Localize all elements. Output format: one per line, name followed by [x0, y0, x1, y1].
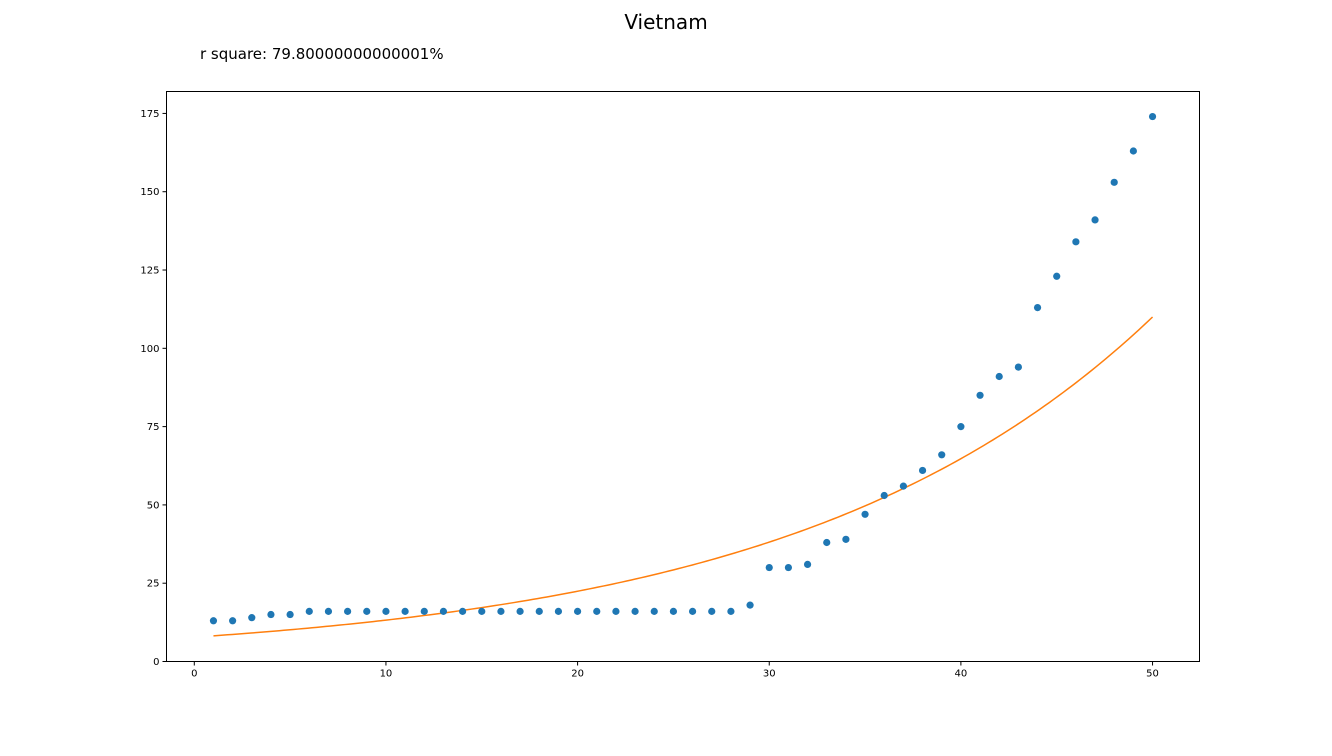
scatter-point — [957, 423, 965, 431]
x-tick-label: 0 — [191, 669, 197, 680]
chart-title: Vietnam — [624, 10, 708, 34]
scatter-point — [573, 607, 582, 615]
scatter-point — [823, 538, 831, 547]
scatter-point — [554, 607, 563, 615]
scatter-point — [727, 607, 735, 615]
scatter-point — [305, 607, 313, 615]
scatter-point — [1148, 112, 1157, 121]
scatter-point — [267, 610, 275, 619]
r-square-annotation: r square: 79.80000000000001% — [200, 45, 444, 63]
plot-frame — [166, 91, 1200, 662]
scatter-point — [688, 607, 697, 615]
scatter-point — [612, 607, 620, 615]
scatter-point — [842, 535, 850, 543]
scatter-point — [976, 391, 984, 399]
scatter-point — [995, 372, 1003, 381]
y-tick-label: 0 — [153, 657, 159, 668]
scatter-point — [765, 563, 773, 572]
scatter-point — [344, 607, 352, 615]
x-tick-label: 20 — [571, 669, 584, 680]
scatter-point — [784, 563, 793, 572]
scatter-point — [363, 607, 371, 615]
scatter-point — [708, 607, 716, 615]
scatter-point — [382, 607, 390, 615]
scatter-point — [918, 466, 927, 475]
scatter-point — [248, 614, 256, 622]
scatter-point — [669, 607, 678, 615]
x-tick-label: 10 — [380, 669, 393, 680]
scatter-point — [1014, 363, 1022, 371]
scatter-point — [420, 607, 428, 615]
fit-curve — [213, 316, 1154, 637]
scatter-point — [1072, 238, 1080, 246]
scatter-point — [516, 607, 524, 615]
x-tick-label: 30 — [763, 669, 776, 680]
scatter-point — [593, 607, 601, 615]
scatter-point — [497, 607, 505, 615]
scatter-point — [803, 560, 812, 569]
scatter-point — [631, 607, 639, 615]
scatter-point — [899, 482, 907, 490]
scatter-point — [880, 491, 888, 500]
x-tick-label: 40 — [955, 669, 968, 680]
scatter-point — [229, 617, 237, 625]
scatter-point — [1110, 178, 1118, 186]
scatter-point — [324, 607, 333, 615]
scatter-point — [650, 607, 658, 615]
scatter-point — [1091, 216, 1099, 224]
y-tick-label: 100 — [140, 344, 159, 355]
x-tick-label: 50 — [1146, 669, 1159, 680]
scatter-point — [439, 607, 448, 615]
fit-curve-layer — [213, 316, 1154, 637]
scatter-point — [1053, 272, 1061, 280]
y-tick-label: 150 — [140, 187, 159, 198]
y-tick-label: 25 — [147, 579, 160, 590]
axis-ticks-layer: 0 10 20 30 40 50 0 25 50 75 100 125 150 175 — [140, 109, 1159, 680]
y-tick-label: 75 — [147, 422, 160, 433]
y-tick-label: 175 — [140, 109, 159, 120]
scatter-point — [209, 617, 218, 625]
scatter-point — [861, 510, 869, 518]
scatter-point — [286, 610, 294, 619]
scatter-point — [746, 601, 754, 609]
y-tick-label: 125 — [140, 266, 159, 277]
scatter-point — [1129, 147, 1137, 155]
y-tick-label: 50 — [147, 500, 160, 511]
scatter-point — [1033, 303, 1042, 312]
scatter-points-layer — [209, 112, 1157, 625]
scatter-point — [459, 607, 467, 615]
scatter-point — [535, 607, 543, 615]
scatter-point — [478, 607, 486, 615]
scatter-point — [938, 451, 946, 459]
scatter-point — [401, 607, 409, 615]
